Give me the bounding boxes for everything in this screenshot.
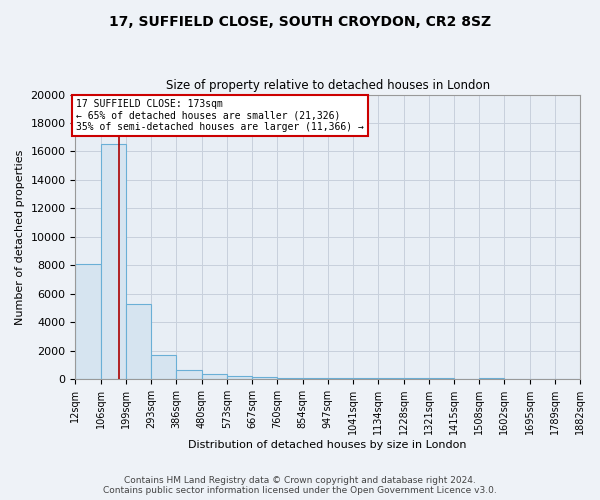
- Title: Size of property relative to detached houses in London: Size of property relative to detached ho…: [166, 79, 490, 92]
- Bar: [378, 378, 404, 379]
- Bar: [328, 378, 353, 379]
- Bar: [202, 374, 227, 379]
- Bar: [76, 264, 101, 379]
- Y-axis label: Number of detached properties: Number of detached properties: [15, 149, 25, 324]
- Bar: [126, 304, 151, 379]
- X-axis label: Distribution of detached houses by size in London: Distribution of detached houses by size …: [188, 440, 467, 450]
- Text: 17 SUFFIELD CLOSE: 173sqm
← 65% of detached houses are smaller (21,326)
35% of s: 17 SUFFIELD CLOSE: 173sqm ← 65% of detac…: [76, 99, 364, 132]
- Bar: [479, 378, 505, 379]
- Bar: [176, 370, 202, 379]
- Text: 17, SUFFIELD CLOSE, SOUTH CROYDON, CR2 8SZ: 17, SUFFIELD CLOSE, SOUTH CROYDON, CR2 8…: [109, 15, 491, 29]
- Bar: [227, 376, 252, 379]
- Bar: [404, 378, 428, 379]
- Bar: [454, 378, 479, 379]
- Bar: [530, 378, 555, 379]
- Bar: [101, 144, 126, 379]
- Bar: [428, 378, 454, 379]
- Bar: [555, 378, 580, 379]
- Bar: [353, 378, 378, 379]
- Bar: [277, 378, 302, 379]
- Bar: [505, 378, 530, 379]
- Bar: [151, 355, 176, 379]
- Text: Contains HM Land Registry data © Crown copyright and database right 2024.
Contai: Contains HM Land Registry data © Crown c…: [103, 476, 497, 495]
- Bar: [302, 378, 328, 379]
- Bar: [252, 377, 277, 379]
